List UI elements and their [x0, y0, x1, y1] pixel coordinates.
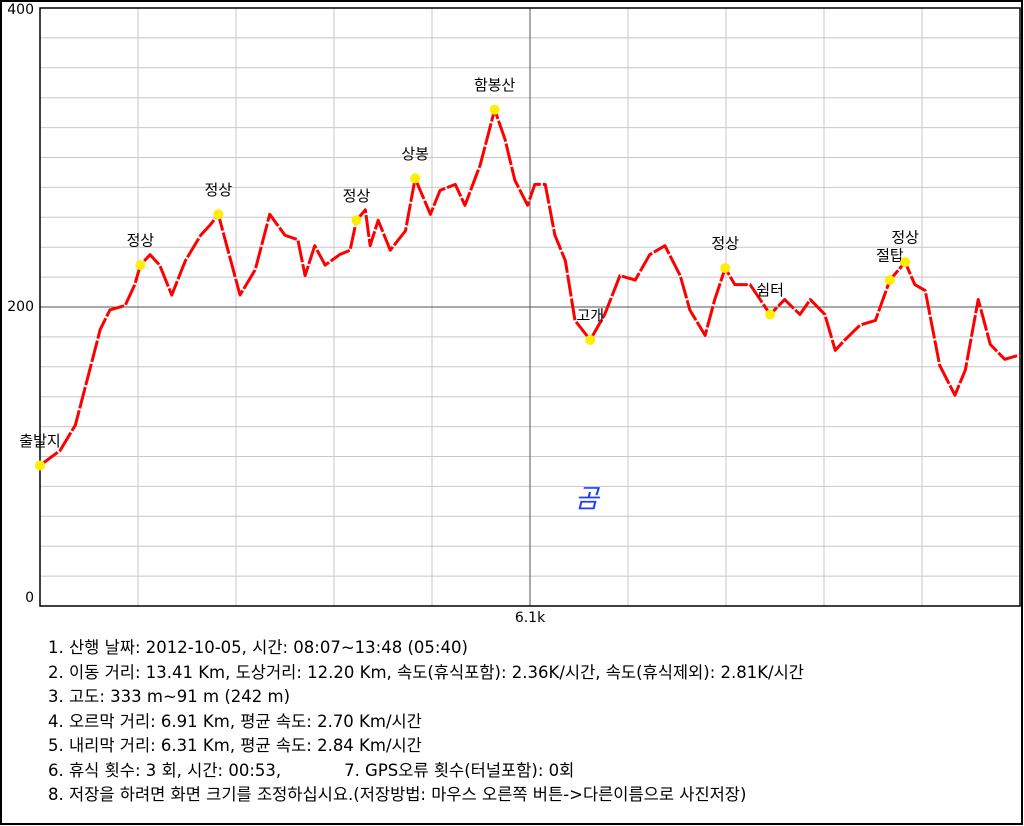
- y-tick-label: 200: [7, 299, 34, 315]
- info-line: 6. 휴식 횟수: 3 회, 시간: 00:53, 7. GPS오류 횟수(터널…: [48, 760, 575, 780]
- waypoint: [213, 209, 224, 220]
- y-tick-label: 0: [25, 590, 34, 606]
- info-line: 2. 이동 거리: 13.41 Km, 도상거리: 12.20 Km, 속도(휴…: [48, 662, 804, 682]
- waypoint-label: 정상: [343, 187, 371, 205]
- elevation-line: [39, 108, 1021, 467]
- info-line: 8. 저장을 하려면 화면 크기를 조정하십시요.(저장방법: 마우스 오른쪽 …: [48, 785, 747, 804]
- info-line: 3. 고도: 333 m~91 m (242 m): [48, 687, 291, 706]
- waypoint-label: 정상: [711, 235, 739, 253]
- waypoint: [884, 275, 895, 286]
- info-line: 4. 오르막 거리: 6.91 Km, 평균 속도: 2.70 Km/시간: [48, 711, 422, 731]
- waypoint-label: 출발지: [19, 432, 60, 450]
- waypoint-label: 고개: [576, 306, 604, 324]
- waypoint-label: 상봉: [401, 145, 429, 163]
- annotation: 곰: [575, 485, 601, 515]
- waypoint: [720, 263, 731, 274]
- waypoint-label: 함봉산: [474, 76, 516, 94]
- plot-frame: [39, 7, 1021, 607]
- waypoint-label: 쉼터: [756, 281, 784, 299]
- waypoint: [585, 334, 596, 345]
- waypoint: [35, 460, 45, 471]
- waypoint-label: 절탑: [876, 247, 904, 265]
- waypoint: [351, 215, 362, 226]
- info-line: 1. 산행 날짜: 2012-10-05, 시간: 08:07~13:48 (0…: [48, 638, 468, 657]
- waypoint-label: 정상: [891, 229, 919, 247]
- waypoint: [135, 260, 146, 271]
- info-panel: 1. 산행 날짜: 2012-10-05, 시간: 08:07~13:48 (0…: [48, 636, 804, 808]
- waypoint: [489, 104, 500, 115]
- x-tick-label: 6.1k: [515, 610, 546, 626]
- waypoint: [900, 257, 911, 268]
- waypoint-label: 정상: [127, 232, 155, 250]
- waypoint: [410, 173, 421, 184]
- info-line: 5. 내리막 거리: 6.31 Km, 평균 속도: 2.84 Km/시간: [48, 736, 422, 755]
- waypoint: [765, 309, 776, 320]
- y-tick-label: 400: [7, 2, 34, 18]
- waypoint-label: 정상: [205, 181, 233, 199]
